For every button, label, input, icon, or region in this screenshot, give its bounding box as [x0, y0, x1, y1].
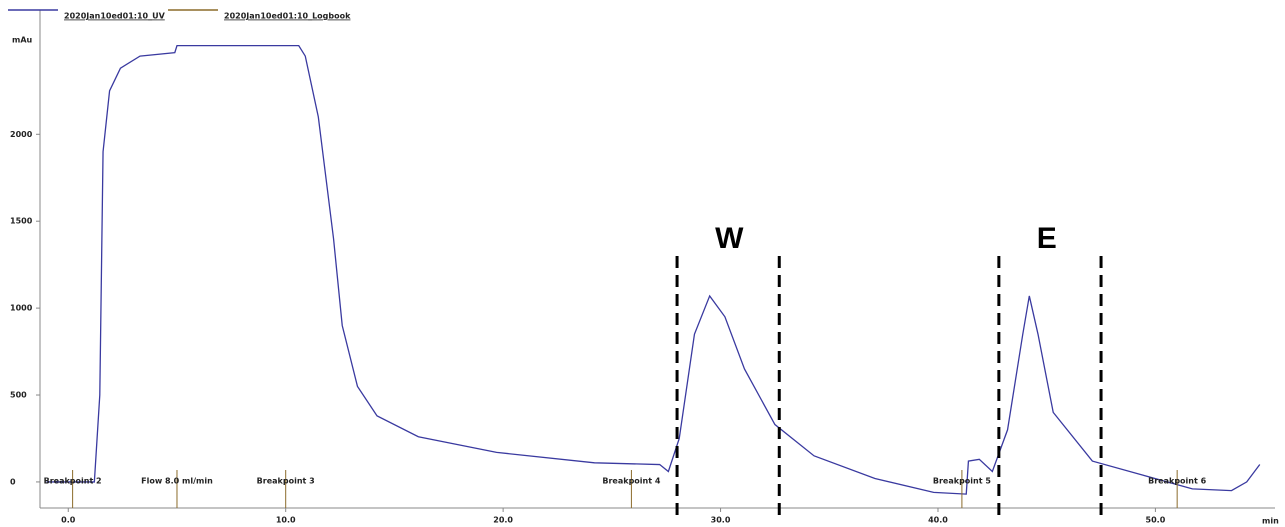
- chart: mAu min 0 500 1000 1500 2000 0.0 10.0 20.0 30.0 4…: [0, 0, 1285, 527]
- x-tick-label: 0.0: [61, 516, 76, 525]
- y-tick-label: 1500: [10, 217, 33, 226]
- event-label: Breakpoint 2: [44, 477, 102, 486]
- annotation: W: [715, 222, 744, 255]
- event-label: Flow 8.0 ml/min: [141, 477, 213, 486]
- x-axis-label: min: [1262, 517, 1279, 526]
- y-tick-label: 2000: [10, 130, 33, 139]
- y-tick-label: 0: [10, 477, 16, 486]
- event-label: Breakpoint 6: [1148, 477, 1206, 486]
- event-label: Breakpoint 5: [933, 477, 991, 486]
- y-tick-label: 500: [10, 391, 27, 400]
- x-tick-label: 50.0: [1146, 516, 1166, 525]
- legend-label: 2020Jan10ed01:10_UV: [64, 12, 166, 21]
- x-tick-label: 40.0: [928, 516, 948, 525]
- event-label: Breakpoint 3: [257, 477, 315, 486]
- annotation: E: [1037, 222, 1057, 255]
- uv-line: [47, 46, 1260, 494]
- x-tick-label: 20.0: [493, 516, 513, 525]
- x-tick-label: 10.0: [276, 516, 296, 525]
- y-tick-label: 1000: [10, 304, 33, 313]
- event-label: Breakpoint 4: [602, 477, 660, 486]
- x-tick-label: 30.0: [711, 516, 731, 525]
- legend-label: 2020Jan10ed01:10_Logbook: [224, 12, 351, 21]
- y-axis-label: mAu: [12, 36, 33, 45]
